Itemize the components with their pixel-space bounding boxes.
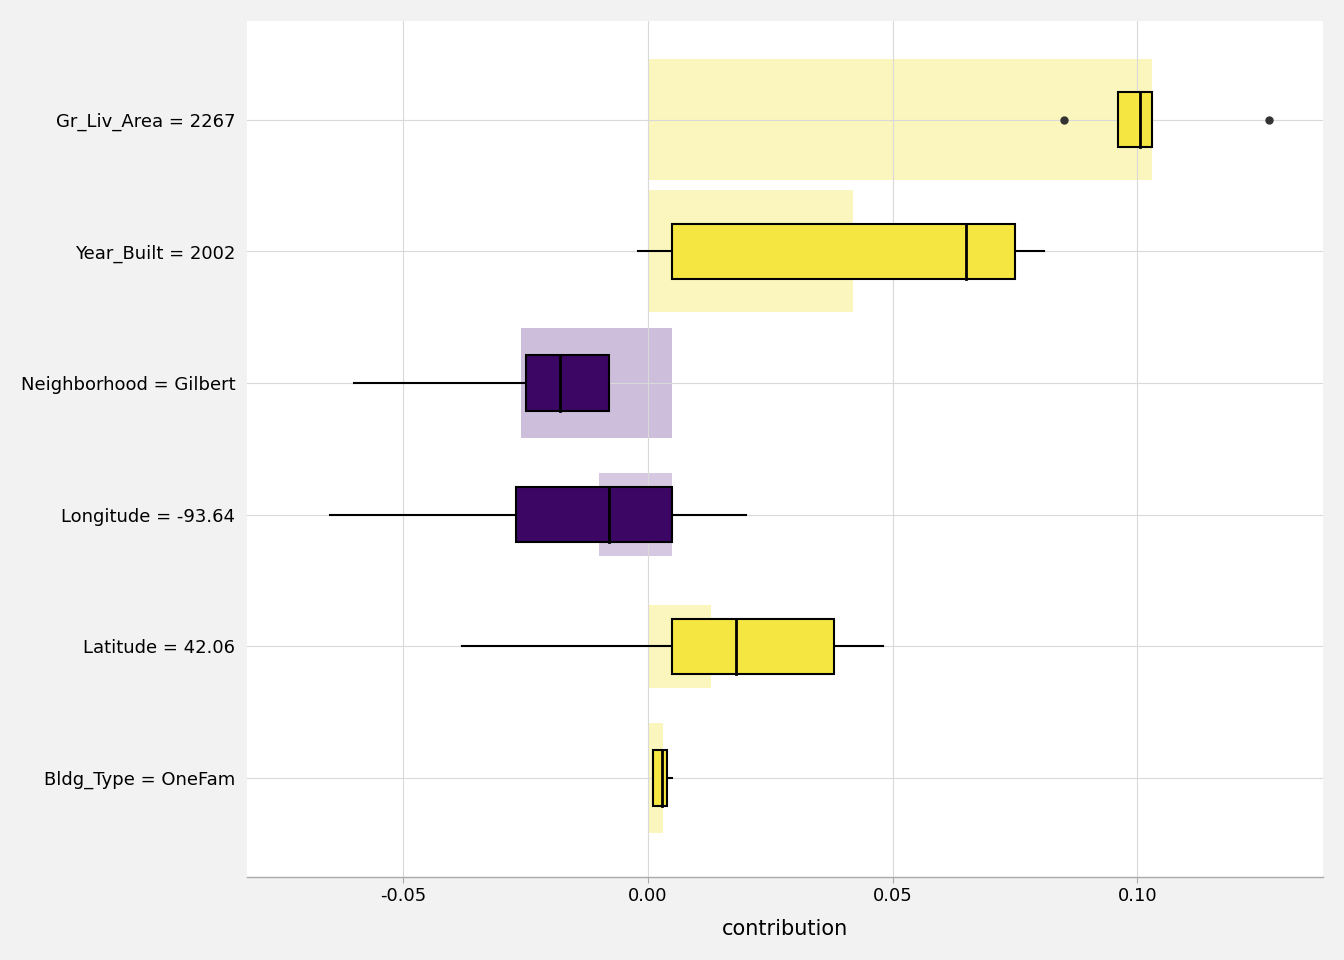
Bar bbox=[526, 355, 609, 411]
Bar bbox=[520, 327, 672, 439]
X-axis label: contribution: contribution bbox=[722, 919, 848, 939]
Bar bbox=[648, 605, 711, 688]
Bar bbox=[648, 59, 1152, 180]
Bar bbox=[648, 190, 853, 312]
Bar bbox=[653, 751, 668, 805]
Bar bbox=[516, 487, 672, 542]
Bar bbox=[648, 723, 663, 833]
Bar bbox=[672, 224, 1015, 279]
Bar bbox=[672, 619, 833, 674]
Bar bbox=[1118, 92, 1152, 147]
Bar bbox=[599, 473, 672, 556]
